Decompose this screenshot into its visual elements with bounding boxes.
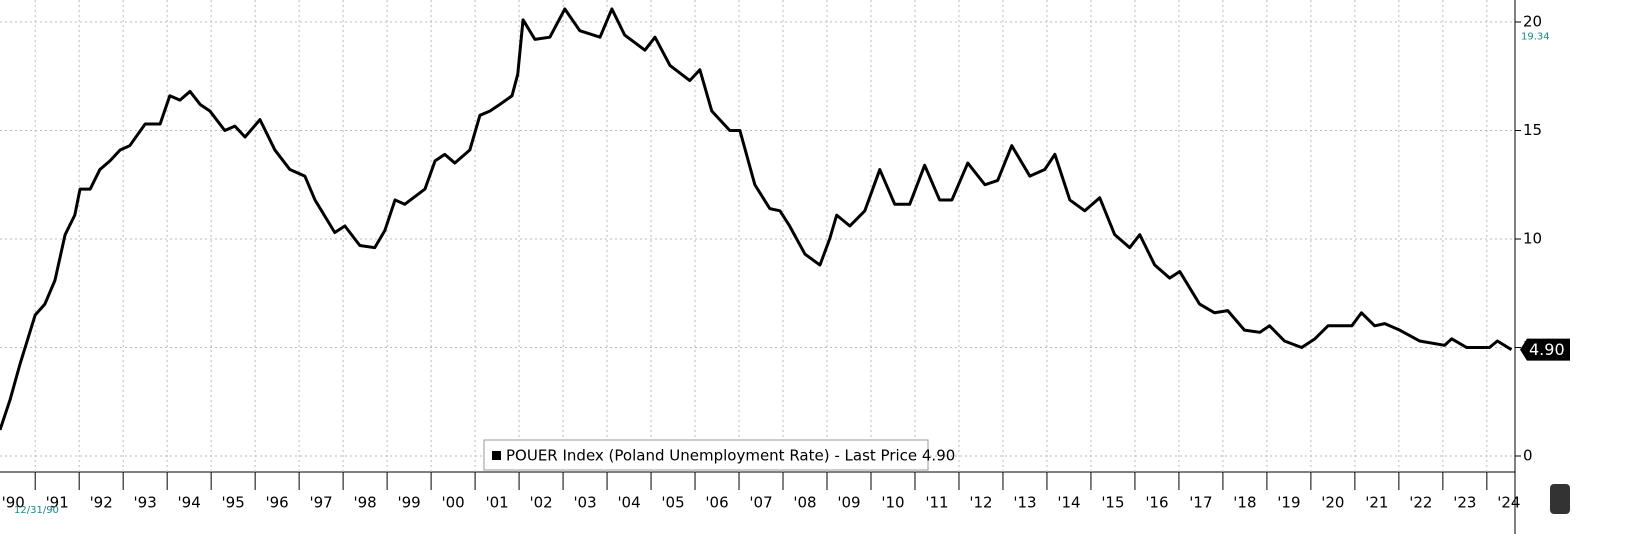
x-tick-label: '96 [266, 494, 289, 512]
x-tick-label: '91 [46, 494, 69, 512]
x-tick-label: '98 [354, 494, 377, 512]
y-tick-label: 20 [1523, 13, 1542, 31]
start-date: 12/31/90 [14, 505, 59, 516]
x-tick-label: '13 [1013, 494, 1036, 512]
x-tick-label: '22 [1409, 494, 1432, 512]
x-tick-label: '10 [881, 494, 904, 512]
x-tick-label: '02 [529, 494, 552, 512]
y-tick-label: 15 [1523, 121, 1542, 139]
x-tick-label: '21 [1365, 494, 1388, 512]
x-tick-label: '24 [1497, 494, 1520, 512]
x-tick-label: '08 [793, 494, 816, 512]
x-tick-label: '11 [925, 494, 948, 512]
x-tick-label: '17 [1189, 494, 1212, 512]
x-tick-label: '95 [222, 494, 245, 512]
y-tick-label: 0 [1523, 447, 1533, 465]
x-tick-label: '00 [441, 494, 464, 512]
x-tick-label: '05 [661, 494, 684, 512]
x-tick-label: '07 [749, 494, 772, 512]
x-tick-label: '90 [2, 494, 25, 512]
x-tick-label: '20 [1321, 494, 1344, 512]
x-tick-label: '06 [705, 494, 728, 512]
x-tick-label: '19 [1277, 494, 1300, 512]
x-tick-label: '23 [1453, 494, 1476, 512]
legend-text: POUER Index (Poland Unemployment Rate) -… [506, 447, 955, 465]
x-tick-label: '03 [573, 494, 596, 512]
last-price-box [1520, 338, 1570, 361]
x-tick-label: '16 [1145, 494, 1168, 512]
x-tick-label: '12 [969, 494, 992, 512]
last-price-label: 4.90 [1529, 340, 1565, 359]
x-tick-label: '93 [134, 494, 157, 512]
x-tick-label: '92 [90, 494, 113, 512]
data-line [0, 7, 1513, 431]
x-tick-label: '09 [837, 494, 860, 512]
x-tick-label: '94 [178, 494, 201, 512]
x-tick-label: '15 [1101, 494, 1124, 512]
x-tick-label: '01 [485, 494, 508, 512]
x-tick-label: '99 [397, 494, 420, 512]
x-tick-label: '18 [1233, 494, 1256, 512]
legend-swatch [492, 451, 501, 460]
x-tick-label: '14 [1057, 494, 1080, 512]
legend-box [483, 439, 929, 471]
y-tick-label: 10 [1523, 230, 1542, 248]
high-marker-label: 19.34 [1521, 31, 1550, 42]
high-marker-box [1518, 30, 1558, 43]
corner-icon [1550, 484, 1570, 514]
x-tick-label: '97 [310, 494, 333, 512]
x-tick-label: '04 [617, 494, 640, 512]
